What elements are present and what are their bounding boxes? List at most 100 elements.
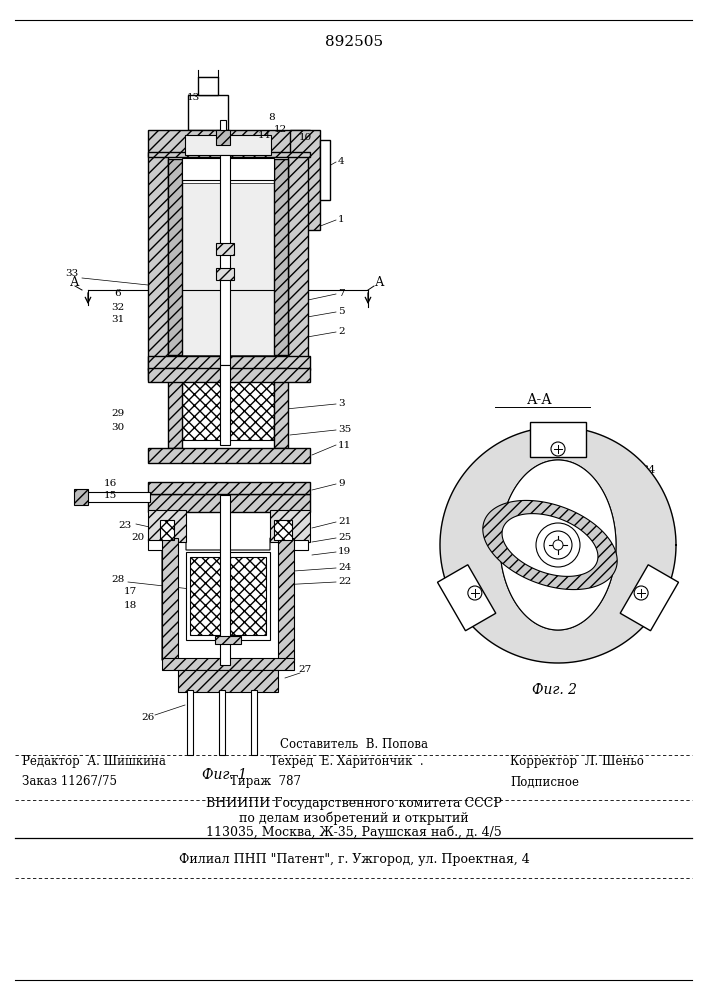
Bar: [86, 492, 150, 502]
Bar: [187, 690, 193, 755]
Bar: [220, 495, 230, 665]
Text: Редактор  А. Шишкина: Редактор А. Шишкина: [22, 756, 166, 768]
Bar: [182, 158, 274, 180]
Bar: [162, 658, 294, 670]
Bar: [182, 370, 226, 440]
Text: 19: 19: [338, 548, 351, 556]
Text: 26: 26: [141, 714, 155, 722]
Text: 34: 34: [641, 465, 655, 475]
Text: 28: 28: [112, 576, 124, 584]
Text: 23: 23: [118, 520, 132, 530]
Text: 5: 5: [338, 308, 344, 316]
Text: А: А: [70, 275, 80, 288]
Bar: [290, 130, 320, 230]
Bar: [148, 356, 310, 370]
Polygon shape: [530, 422, 586, 457]
Bar: [215, 636, 241, 644]
Text: Фиг. 1: Фиг. 1: [202, 768, 247, 782]
Circle shape: [634, 586, 648, 600]
Text: Заказ 11267/75: Заказ 11267/75: [22, 776, 117, 788]
Text: 27: 27: [298, 666, 312, 674]
Bar: [148, 448, 310, 463]
Polygon shape: [438, 565, 496, 631]
Text: 4: 4: [338, 157, 344, 166]
Bar: [230, 557, 266, 635]
Bar: [220, 120, 226, 130]
Bar: [216, 268, 234, 280]
Bar: [274, 159, 288, 355]
Polygon shape: [483, 500, 617, 590]
Bar: [148, 482, 310, 494]
Text: 7: 7: [338, 290, 344, 298]
Bar: [148, 494, 310, 512]
Bar: [278, 538, 294, 660]
Text: 35: 35: [338, 426, 351, 434]
Bar: [168, 368, 182, 448]
Text: 31: 31: [112, 316, 124, 324]
Polygon shape: [620, 565, 679, 631]
Circle shape: [468, 586, 482, 600]
Bar: [320, 140, 330, 200]
Bar: [274, 368, 288, 448]
Text: А: А: [375, 275, 385, 288]
Polygon shape: [440, 427, 676, 663]
Text: Тираж  787: Тираж 787: [230, 776, 301, 788]
Text: Фиг. 2: Фиг. 2: [532, 683, 578, 697]
Bar: [160, 520, 174, 540]
Text: Подписное: Подписное: [510, 776, 579, 788]
Text: Филиал ПНП "Патент", г. Ужгород, ул. Проектная, 4: Филиал ПНП "Патент", г. Ужгород, ул. Про…: [179, 854, 530, 866]
Text: 25: 25: [338, 534, 351, 542]
Text: 15: 15: [103, 491, 117, 500]
Text: 30: 30: [112, 422, 124, 432]
Bar: [274, 520, 292, 540]
Bar: [198, 77, 218, 95]
Text: 3: 3: [338, 399, 344, 408]
Bar: [148, 155, 168, 380]
Bar: [230, 370, 274, 440]
Bar: [251, 690, 257, 755]
Circle shape: [536, 523, 580, 567]
Text: 892505: 892505: [325, 35, 383, 49]
Text: 10: 10: [298, 133, 312, 142]
Bar: [168, 159, 182, 355]
Bar: [148, 510, 186, 542]
Text: А-А: А-А: [527, 393, 553, 407]
Bar: [148, 130, 310, 155]
Text: 9: 9: [338, 480, 344, 488]
Bar: [148, 152, 310, 157]
Text: Техред  Е. Харитончик  .: Техред Е. Харитончик .: [270, 756, 423, 768]
Bar: [178, 670, 278, 692]
Polygon shape: [502, 514, 598, 576]
Text: по делам изобретений и открытий: по делам изобретений и открытий: [239, 811, 469, 825]
Text: 32: 32: [112, 302, 124, 312]
Text: 24: 24: [338, 564, 351, 572]
Bar: [216, 243, 234, 255]
Text: 22: 22: [338, 578, 351, 586]
Bar: [288, 155, 308, 380]
Bar: [148, 540, 174, 550]
Bar: [185, 135, 271, 155]
Bar: [188, 95, 228, 130]
Bar: [162, 538, 178, 660]
Text: 11: 11: [338, 440, 351, 450]
Text: Составитель  В. Попова: Составитель В. Попова: [280, 738, 428, 750]
Bar: [220, 155, 230, 365]
Polygon shape: [500, 460, 616, 630]
Text: 29: 29: [112, 410, 124, 418]
Text: ВНИИПИ Государственного комитета СССР: ВНИИПИ Государственного комитета СССР: [206, 798, 502, 810]
Text: 6: 6: [115, 290, 122, 298]
Polygon shape: [162, 538, 294, 665]
Bar: [182, 183, 274, 355]
Text: 18: 18: [124, 600, 136, 609]
Text: 8: 8: [269, 113, 275, 122]
Bar: [220, 365, 230, 445]
Text: 14: 14: [257, 130, 271, 139]
Polygon shape: [500, 460, 616, 630]
Bar: [74, 489, 88, 505]
Bar: [148, 368, 310, 382]
Bar: [190, 557, 226, 635]
Circle shape: [551, 442, 565, 456]
Text: 13: 13: [187, 93, 199, 102]
Text: 113035, Москва, Ж-35, Раушская наб., д. 4/5: 113035, Москва, Ж-35, Раушская наб., д. …: [206, 825, 502, 839]
Text: 21: 21: [338, 518, 351, 526]
